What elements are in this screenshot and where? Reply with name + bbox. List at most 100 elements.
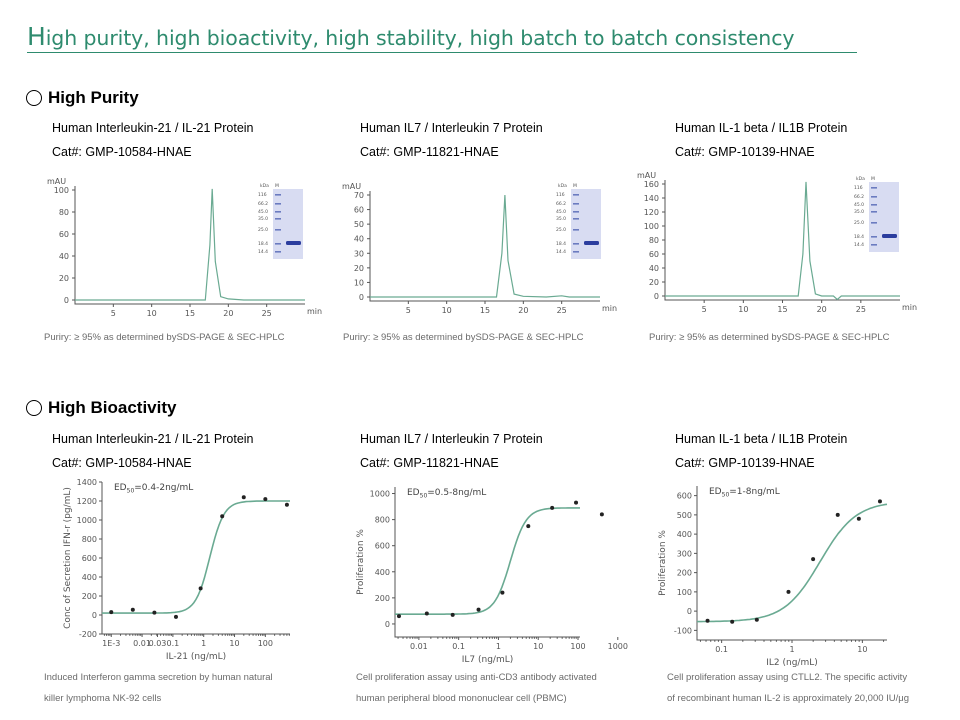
gel-marker-band [871,211,877,213]
gel-marker-label: 45.0 [854,202,864,208]
gel-marker-label: 25.0 [556,227,566,233]
data-point [220,514,225,519]
gel-m-label: M [573,183,577,189]
data-point [450,612,455,617]
x-tick-label: 10 [533,642,543,651]
protein-name: Human IL7 / Interleukin 7 Protein [360,121,543,135]
x-tick-label: 1 [496,642,501,651]
bioactivity-caption: Cell proliferation assay using CTLL2. Th… [667,667,909,709]
data-point [263,497,268,502]
data-point [526,524,531,529]
protein-cat: Cat#: GMP-11821-HNAE [360,456,499,470]
x-tick-label: 0.01 [410,642,428,651]
y-axis-label: Proliferation % [658,530,668,596]
ed50-annotation: ED50=0.5-8ng/mL [407,488,486,500]
bioactivity-title-text: High Bioactivity [48,398,177,417]
x-axis-label: IL2 (ng/mL) [766,658,818,668]
ed50-subscript: 50 [420,493,428,500]
data-point [173,614,178,619]
page-headline: High purity, high bioactivity, high stab… [27,22,857,53]
ed50-prefix: ED [114,483,127,493]
y-axis-label: mAU [637,171,656,180]
y-tick-label: 600 [677,492,692,501]
axis-line [394,487,580,638]
purity-title-text: High Purity [48,88,139,107]
hplc-chart-il21: mAU min 0 20 40 60 80 100 5 10 15 20 25 kDa M 116 66.2 45… [47,177,322,318]
gel-marker-band [871,196,877,198]
caption-line: of recombinant human IL-2 is approximate… [667,693,910,704]
gel-marker-band [275,211,281,213]
sds-page-gel-inset: kDa M 116 66.2 45.035.0 25.0 18.4 14.4 [556,183,601,259]
y-tick-label: 1200 [77,497,97,506]
gel-marker-label: 14.4 [854,242,864,248]
y-tick-label: 600 [375,542,390,551]
gel-marker-label: 18.4 [556,241,566,247]
y-tick-label: 20 [649,278,659,287]
data-point [198,586,203,591]
x-tick-label: 10 [229,639,239,648]
y-tick-label: 600 [82,554,97,563]
y-tick-label: -100 [674,626,692,635]
bioactivity-caption: Cell proliferation assay using anti-CD3 … [356,667,597,709]
y-tick-label: 400 [677,530,692,539]
data-point [705,618,710,623]
x-tick-label: 25 [262,309,272,318]
y-tick-label: 800 [375,516,390,525]
y-tick-label: 80 [649,236,659,245]
ed50-annotation: ED50=1-8ng/mL [709,487,780,499]
y-tick-label: 60 [649,250,659,259]
x-tick-label: 1 [789,645,794,654]
axis-line [696,486,887,641]
y-tick-label: 0 [385,620,390,629]
sds-page-gel-inset: kDa M 116 66.2 45.035.0 25.0 18.4 14.4 [258,183,303,259]
y-tick-label: 0 [359,293,364,302]
y-tick-label: 300 [677,549,692,558]
x-tick-label: 100 [258,639,273,648]
gel-marker-band [573,218,579,220]
caption-line: Induced Interferon gamma secretion by hu… [44,672,273,683]
chromatogram-line [665,181,900,301]
gel-marker-band [275,194,281,196]
y-tick-label: 1000 [77,516,97,525]
data-point [284,502,289,507]
x-axis-label: min [307,307,322,316]
gel-marker-band [871,236,877,238]
fit-curve [697,503,888,623]
data-point [786,589,791,594]
y-tick-label: 200 [82,592,97,601]
protein-name: Human IL7 / Interleukin 7 Protein [360,432,543,446]
y-tick-label: 200 [677,569,692,578]
x-axis-label: IL-21 (ng/mL) [166,652,226,662]
x-tick-label: 10 [738,305,748,314]
purity-caption: Puriry: ≥ 95% as determined bySDS-PAGE &… [44,332,285,343]
gel-m-label: M [275,183,279,189]
x-axis-label: min [902,303,917,312]
protein-name: Human IL-1 beta / IL1B Protein [675,121,848,135]
gel-marker-label: 14.4 [556,249,566,255]
x-tick-label: 15 [480,306,490,315]
data-point [599,512,604,517]
y-tick-label: 80 [59,208,69,217]
axis-line [664,180,900,301]
x-tick-label: 25 [557,306,567,315]
data-point [835,512,840,517]
y-tick-label: 40 [354,235,364,244]
y-tick-label: 0 [687,607,692,616]
x-tick-label: 100 [570,642,585,651]
x-tick-label: 20 [817,305,827,314]
gel-marker-label: 18.4 [854,234,864,240]
gel-marker-label: 66.2 [854,194,864,200]
bioactivity-chart-il7: 0 200 400 600 800 1000 0.01 0.1 1 10 100 1000 Prolif… [356,487,628,665]
gel-marker-band [871,204,877,206]
gel-marker-band [573,211,579,213]
y-tick-label: 20 [354,264,364,273]
gel-background [273,189,303,259]
headline-first-letter: H [27,22,46,51]
sds-page-gel-inset: kDa M 116 66.2 45.035.0 25.0 18.4 14.4 [854,176,899,252]
gel-sample-band [286,241,301,245]
ed50-annotation: ED50=0.4-2ng/mL [114,483,193,495]
y-tick-label: 0 [654,292,659,301]
x-tick-label: 10 [147,309,157,318]
gel-background [571,189,601,259]
gel-marker-band [573,243,579,245]
